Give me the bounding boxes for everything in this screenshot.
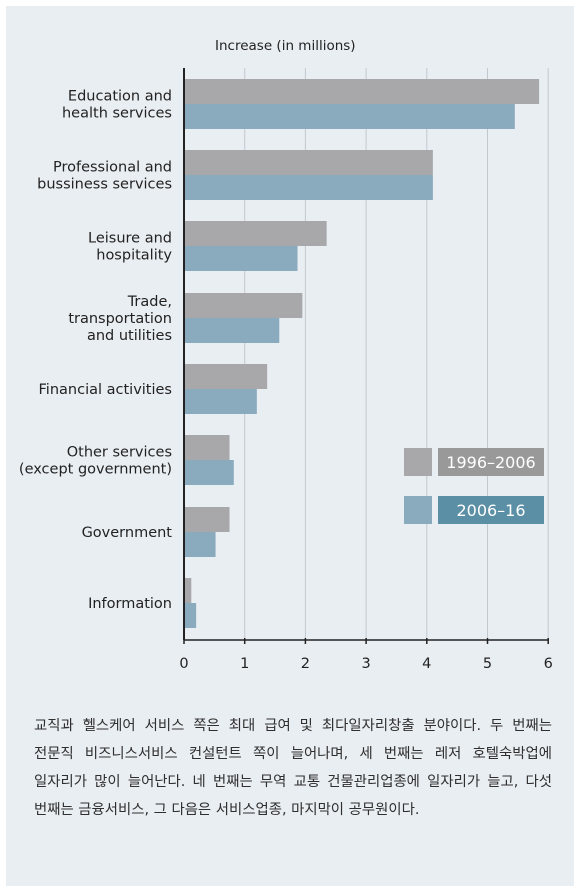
tick-label-0: 0 <box>179 656 188 672</box>
bar-a-1 <box>185 150 433 175</box>
bar-b-7 <box>185 603 197 628</box>
bar-a-6 <box>185 507 230 532</box>
category-label-6: Government <box>82 525 173 541</box>
bar-a-5 <box>185 435 230 460</box>
caption-text: 교직과 헬스케어 서비스 쪽은 최대 급여 및 최다일자리창출 분야이다. 두 … <box>34 718 552 818</box>
tick-label-1: 1 <box>240 656 249 672</box>
category-labels: Education and health services Professional… <box>19 89 173 613</box>
bar-a-3 <box>185 293 303 318</box>
tick-label-6: 6 <box>544 656 553 672</box>
category-label-4: Financial activities <box>39 382 172 398</box>
legend-label-1: 2006–16 <box>456 501 525 520</box>
bar-b-0 <box>185 104 515 129</box>
bar-a-7 <box>185 578 192 603</box>
legend-label-box-0 <box>438 448 544 476</box>
bar-a-2 <box>185 221 327 246</box>
legend-swatch-1 <box>404 496 432 524</box>
legend-label-box-1 <box>438 496 544 524</box>
bar-a-0 <box>185 79 540 104</box>
category-label-5: Other services (except government) <box>19 445 172 478</box>
tick-label-3: 3 <box>361 656 370 672</box>
category-label-3: Trade, transportation and utilities <box>68 294 172 344</box>
legend-swatch-0 <box>404 448 432 476</box>
category-label-1: Professional and bussiness services <box>37 160 172 193</box>
tick-label-4: 4 <box>422 656 431 672</box>
bars <box>185 79 540 628</box>
x-axis: 0 1 2 3 4 5 6 <box>179 68 553 672</box>
bar-b-6 <box>185 532 216 557</box>
legend-label-0: 1996–2006 <box>446 453 535 472</box>
bar-b-5 <box>185 460 234 485</box>
chart-title: Increase (in millions) <box>215 38 356 54</box>
bar-b-2 <box>185 246 298 271</box>
category-label-2: Leisure and hospitality <box>88 231 172 264</box>
tick-label-5: 5 <box>483 656 492 672</box>
bar-b-3 <box>185 318 280 343</box>
category-label-7: Information <box>88 596 172 612</box>
tick-label-2: 2 <box>301 656 310 672</box>
bar-a-4 <box>185 364 268 389</box>
legend: 1996–2006 2006–16 <box>404 448 544 524</box>
bar-b-4 <box>185 389 257 414</box>
bar-chart: Increase (in millions) Education and heal… <box>19 38 553 672</box>
category-label-0: Education and health services <box>62 89 172 122</box>
bar-b-1 <box>185 175 433 200</box>
